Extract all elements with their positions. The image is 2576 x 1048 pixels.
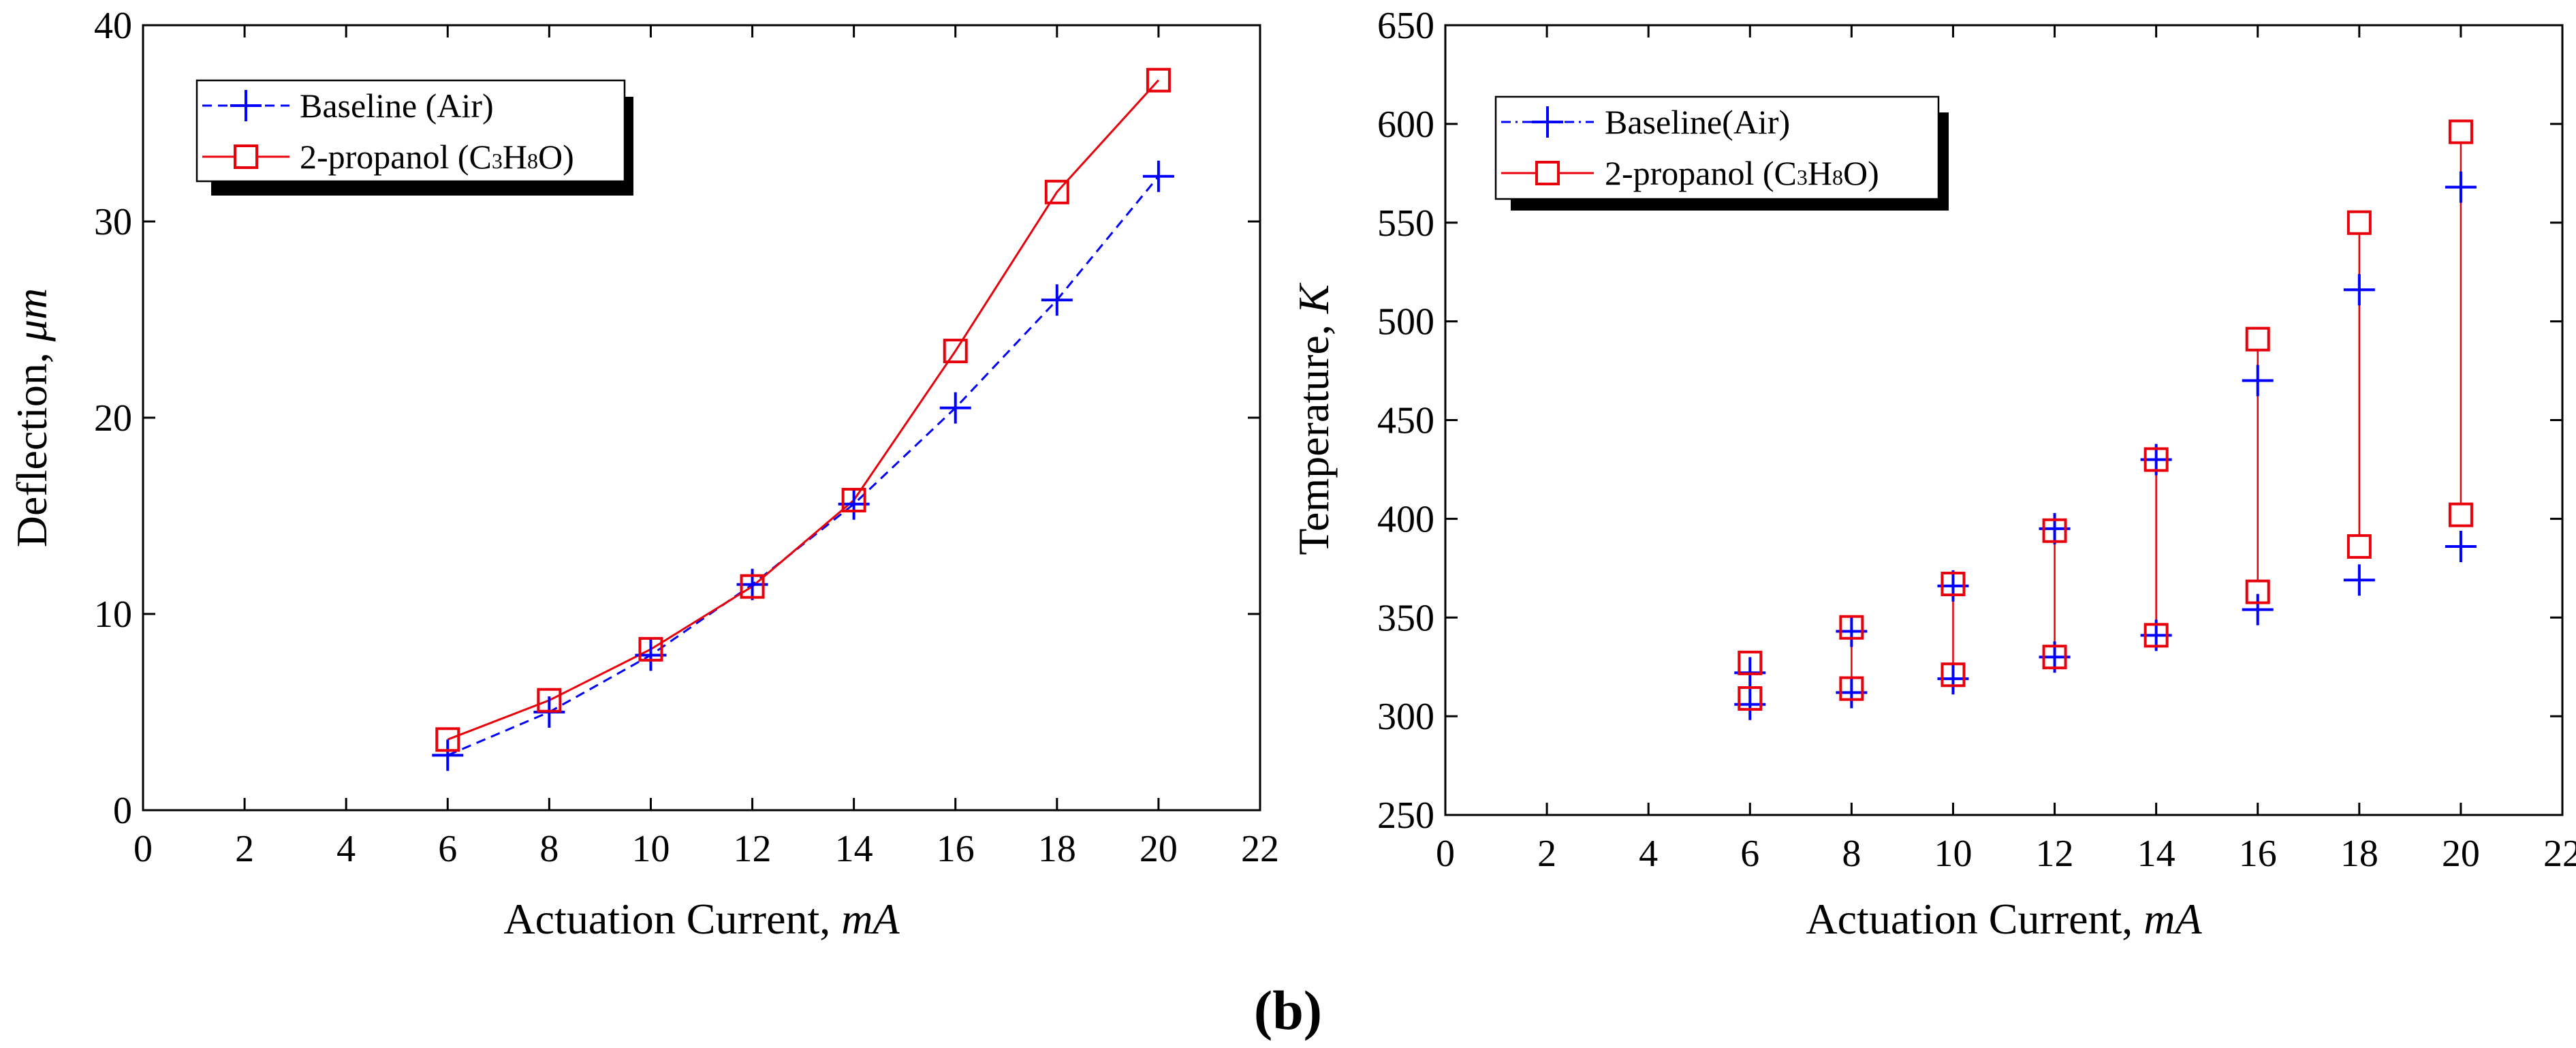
- legend-entry-baseline: Baseline(Air): [1501, 103, 1790, 141]
- data-point-baseline-low: [2343, 564, 2375, 596]
- y-tick-label: 10: [94, 594, 132, 636]
- data-point-propanol-high: [2245, 326, 2270, 352]
- data-point-propanol-low: [2346, 534, 2372, 559]
- y-tick-label: 20: [94, 397, 132, 440]
- plot-frame: [1444, 24, 2564, 816]
- x-tick-label: 16: [2239, 833, 2277, 875]
- data-point-baseline-high: [2343, 274, 2375, 306]
- series-line-baseline: [447, 175, 1160, 756]
- x-tick-label: 8: [1842, 833, 1861, 875]
- x-tick-label: 10: [1934, 833, 1972, 875]
- y-tick-label: 600: [1377, 104, 1434, 146]
- legend-box: [1494, 95, 1940, 200]
- x-tick-label: 4: [336, 828, 356, 870]
- data-point-propanol-low: [2143, 623, 2169, 648]
- data-point-baseline-high: [2445, 171, 2477, 203]
- y-axis-title: Deflection, μm: [7, 288, 56, 547]
- legend-label-baseline: Baseline (Air): [300, 87, 494, 125]
- x-tick-label: 16: [937, 828, 975, 870]
- square-marker-icon: [1535, 161, 1560, 185]
- x-tick-label: 2: [235, 828, 254, 870]
- y-tick-label: 550: [1377, 202, 1434, 245]
- data-point-propanol: [638, 636, 663, 662]
- y-tick-label: 300: [1377, 696, 1434, 738]
- x-tick-label: 12: [734, 828, 772, 870]
- y-tick-label: 450: [1377, 400, 1434, 442]
- legend: Baseline (Air) 2-propanol (C3H8O): [195, 79, 633, 196]
- x-tick-label: 0: [133, 828, 153, 870]
- y-tick-label: 350: [1377, 597, 1434, 639]
- y-axis-title: Temperature, K: [1289, 282, 1338, 555]
- x-tick-label: 10: [631, 828, 670, 870]
- data-point-propanol: [1146, 67, 1171, 93]
- x-tick-label: 6: [438, 828, 457, 870]
- legend-box: [195, 79, 626, 183]
- data-point-propanol: [740, 574, 765, 599]
- y-tick-label: 40: [94, 5, 132, 47]
- data-point-propanol-low: [1738, 686, 1763, 711]
- x-tick-label: 6: [1740, 833, 1759, 875]
- temperature-chart: 0 2 4 6 8 10 12 14 16 18 20 22 250 300 350 400 450 500 550…: [1289, 5, 2576, 943]
- x-tick-label: 0: [1436, 833, 1455, 875]
- data-point-propanol-low: [1941, 662, 1966, 688]
- x-tick-label: 12: [2036, 833, 2074, 875]
- data-point-propanol-high: [2143, 447, 2169, 472]
- series-line-propanol: [447, 79, 1160, 741]
- panel-label: (b): [1254, 979, 1322, 1041]
- legend-entry-baseline: Baseline (Air): [202, 87, 494, 125]
- y-tick-label: 400: [1377, 498, 1434, 540]
- data-point-propanol-high: [2042, 518, 2067, 543]
- plus-marker-icon: [230, 90, 262, 121]
- deflection-chart: 0 2 4 6 8 10 12 14 16 18 20 22 0 10 20 30 40 Actuation C…: [7, 5, 1279, 943]
- data-point-propanol-high: [1941, 571, 1966, 596]
- data-point-baseline: [1142, 160, 1174, 192]
- x-axis-title: Actuation Current, mA: [1806, 895, 2202, 943]
- y-tick-label: 650: [1377, 5, 1434, 47]
- data-point-propanol-high: [1738, 650, 1763, 675]
- data-point-baseline: [1041, 284, 1073, 316]
- data-point-baseline: [939, 392, 971, 424]
- y-tick-label: 250: [1377, 795, 1434, 837]
- data-point-propanol-high: [1839, 615, 1864, 640]
- y-tick-label: 30: [94, 201, 132, 243]
- data-point-propanol: [841, 487, 866, 512]
- x-axis-title: Actuation Current, mA: [503, 895, 900, 943]
- y-tick-label: 500: [1377, 301, 1434, 343]
- square-marker-icon: [234, 144, 258, 169]
- data-point-propanol-low: [2448, 502, 2473, 527]
- data-point-baseline-high: [2242, 365, 2274, 397]
- legend: Baseline(Air) 2-propanol (C3H8O): [1494, 95, 1949, 211]
- data-point-propanol: [943, 339, 968, 364]
- data-point-propanol-high: [2448, 119, 2473, 144]
- y-tick-label: 0: [113, 790, 132, 832]
- x-tick-label: 14: [835, 828, 873, 870]
- plus-marker-icon: [1532, 106, 1563, 138]
- x-tick-label: 2: [1537, 833, 1556, 875]
- x-tick-label: 8: [539, 828, 559, 870]
- data-point-baseline: [432, 739, 464, 771]
- x-tick-label: 18: [2340, 833, 2378, 875]
- x-tick-label: 20: [2442, 833, 2480, 875]
- data-point-propanol: [1044, 179, 1069, 204]
- data-point-propanol: [537, 688, 562, 713]
- data-point-propanol-high: [2346, 210, 2372, 235]
- data-point-baseline-low: [2242, 594, 2274, 626]
- data-point-propanol-low: [2042, 645, 2067, 670]
- x-tick-label: 4: [1639, 833, 1658, 875]
- data-point-baseline-low: [2445, 530, 2477, 562]
- x-tick-label: 22: [1241, 828, 1279, 870]
- data-point-propanol-low: [2245, 579, 2270, 604]
- x-tick-label: 14: [2137, 833, 2176, 875]
- x-tick-label: 22: [2543, 833, 2576, 875]
- x-tick-label: 18: [1038, 828, 1076, 870]
- data-point-propanol: [435, 727, 460, 752]
- plot-frame: [142, 24, 1261, 812]
- data-point-propanol-low: [1839, 676, 1864, 701]
- legend-label-baseline: Baseline(Air): [1605, 103, 1790, 141]
- x-tick-label: 20: [1140, 828, 1178, 870]
